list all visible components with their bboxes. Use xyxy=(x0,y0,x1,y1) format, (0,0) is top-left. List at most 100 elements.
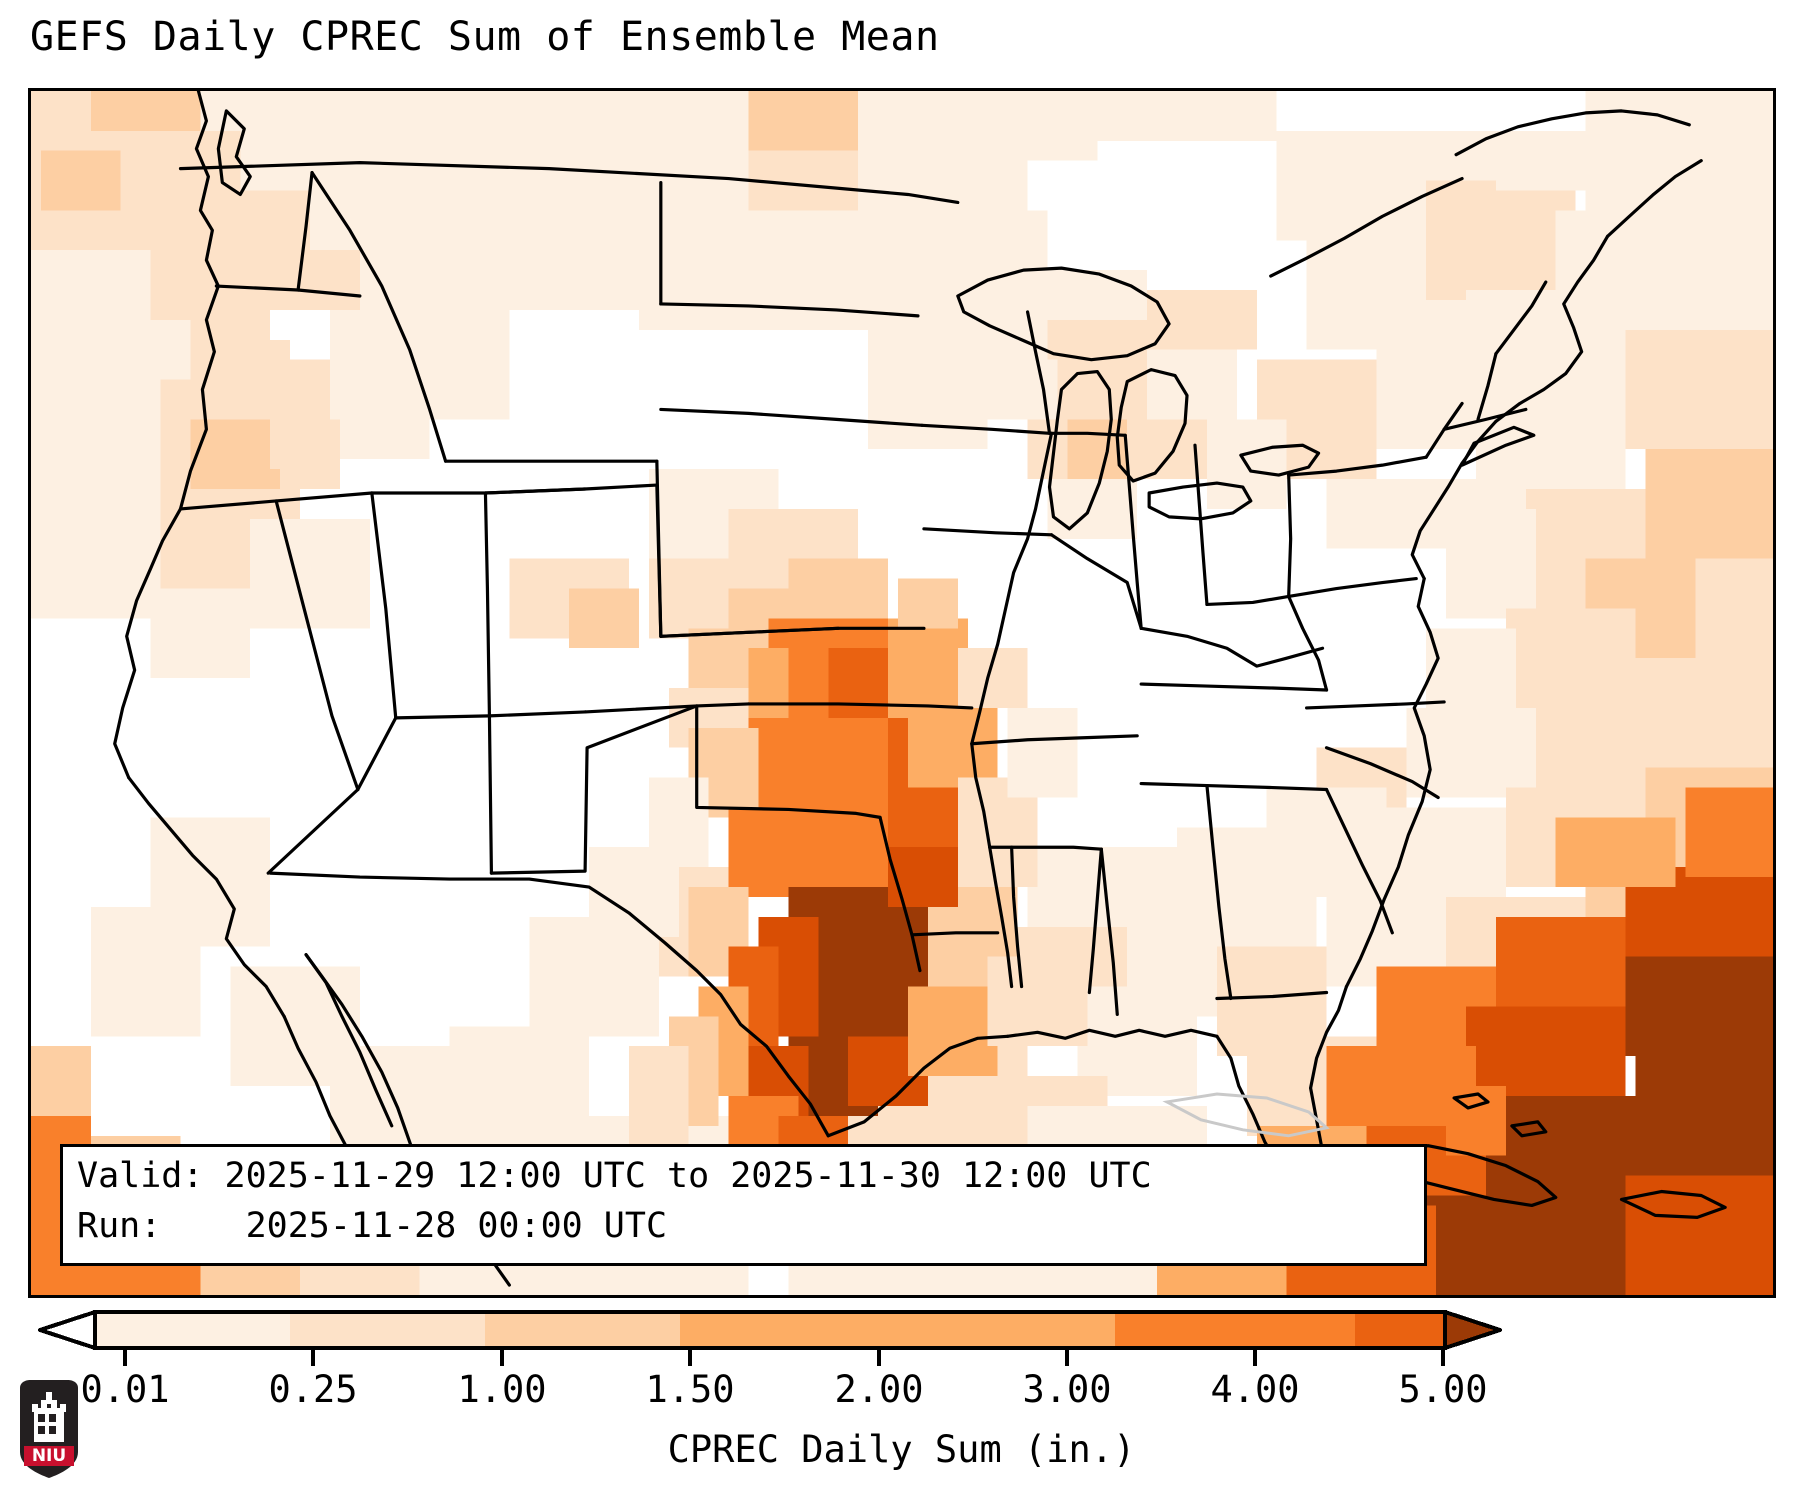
state-border-wv-va xyxy=(1287,594,1329,692)
colorbar-tick-5: 3.00 xyxy=(1022,1368,1112,1411)
island-vancouver xyxy=(216,109,252,197)
atlantic-heavy-band xyxy=(1157,787,1773,1295)
state-border-ia-mo xyxy=(922,527,1054,537)
gulf-of-california xyxy=(304,953,394,1128)
state-border-oh-pa-wv xyxy=(1205,594,1291,607)
state-border-sd-ne xyxy=(659,407,924,427)
lake-superior xyxy=(956,266,1171,362)
colorbar-bands xyxy=(95,1312,1445,1348)
map-panel: Valid: 2025-11-29 12:00 UTC to 2025-11-3… xyxy=(28,88,1776,1298)
state-border-ca-az xyxy=(266,787,360,875)
state-border-in-ky xyxy=(1139,626,1325,668)
state-border-ga-fl xyxy=(1215,990,1329,1001)
colorbar-axis-label: CPREC Daily Sum (in.) xyxy=(667,1428,1136,1471)
coast-maritimes xyxy=(1605,159,1703,238)
colorbar-svg xyxy=(38,1310,1502,1366)
colorbar-outline xyxy=(93,1310,1447,1350)
island-hispaniola xyxy=(1619,1189,1727,1219)
state-border-va-nc xyxy=(1305,700,1446,710)
state-border-wy-co xyxy=(483,483,659,495)
niu-banner xyxy=(24,1446,74,1466)
state-border-ms-al xyxy=(1099,847,1119,1016)
coast-mid-atlantic xyxy=(1410,419,1498,581)
state-border-tx-ok-east xyxy=(878,815,922,973)
coast-quebec xyxy=(1454,109,1691,157)
colorbar-ticks xyxy=(123,1348,1445,1366)
coast-southeast-atlantic xyxy=(1344,576,1440,989)
colorbar xyxy=(0,1306,1803,1366)
state-border-ks-ok xyxy=(746,702,974,710)
state-border-tx-la xyxy=(910,931,1000,937)
page-title: GEFS Daily CPREC Sum of Ensemble Mean xyxy=(30,14,940,60)
state-border-in-oh xyxy=(1193,443,1209,607)
state-border-il-mo-ky xyxy=(1049,533,1143,630)
state-border-ar-ms-vert xyxy=(1010,845,1024,989)
state-border-ca-nv xyxy=(274,499,360,792)
state-border-nc-sc xyxy=(1324,746,1440,800)
coast-washington-oregon xyxy=(113,284,220,780)
coast-texas-gulf xyxy=(826,1034,1010,1138)
colorbar-tick-labels: 0.01 0.25 1.00 1.50 2.00 3.00 4.00 5.00 xyxy=(0,1368,1803,1418)
colorbar-extend-right xyxy=(1443,1310,1502,1350)
state-border-oh-pa-vert xyxy=(1287,473,1293,599)
state-border-id-mt xyxy=(310,171,448,463)
state-border-nv-az xyxy=(356,716,398,792)
colorbar-tick-6: 4.00 xyxy=(1210,1368,1300,1411)
state-border-il-in xyxy=(1123,433,1143,630)
colorbar-tick-3: 1.50 xyxy=(645,1368,735,1411)
lake-ontario xyxy=(1239,443,1321,477)
coast-new-england xyxy=(1494,234,1610,423)
coast-pacific-northwest xyxy=(194,91,220,288)
border-us-mexico xyxy=(268,871,830,1138)
lake-erie xyxy=(1147,481,1253,521)
island-bahamas-1 xyxy=(1452,1092,1490,1110)
state-border-ok-tx-north xyxy=(695,704,882,819)
state-border-nd-sd xyxy=(659,302,920,318)
coast-gulf-louisiana xyxy=(1006,1028,1219,1040)
state-border-pa-md xyxy=(1287,576,1418,599)
state-border-ga-sc xyxy=(1324,787,1394,935)
colorbar-extend-left xyxy=(38,1310,97,1350)
coast-california xyxy=(127,775,286,1018)
colorbar-tick-4: 2.00 xyxy=(834,1368,924,1411)
run-time-line: Run: 2025-11-28 00:00 UTC xyxy=(77,1206,668,1246)
colorbar-tick-7: 5.00 xyxy=(1398,1368,1488,1411)
river-st-lawrence xyxy=(1269,176,1464,278)
island-long-island xyxy=(1460,425,1536,467)
island-cuba-faint xyxy=(1162,1092,1330,1138)
state-border-ut-co xyxy=(483,491,492,718)
state-border-az-nm xyxy=(487,714,494,875)
colorbar-tick-1: 0.25 xyxy=(268,1368,358,1411)
state-border-ky-tn xyxy=(1139,682,1329,692)
state-border-vt-nh xyxy=(1476,352,1498,421)
state-border-nv-ut-az xyxy=(370,491,398,720)
colorbar-tick-2: 1.00 xyxy=(457,1368,547,1411)
lake-huron xyxy=(1115,368,1189,483)
state-border-ne-ks xyxy=(659,626,926,638)
state-border-tn-ms-al-ga xyxy=(1139,781,1329,792)
map-svg xyxy=(31,91,1773,1295)
lake-michigan xyxy=(1047,370,1113,531)
info-box: Valid: 2025-11-29 12:00 UTC to 2025-11-3… xyxy=(60,1144,1427,1266)
state-border-al-ga xyxy=(1205,783,1233,1001)
state-border-mn-wi xyxy=(1025,310,1052,435)
state-border-pa-ny xyxy=(1287,455,1428,477)
niu-castle-icon xyxy=(32,1392,66,1442)
valid-time-line: Valid: 2025-11-29 12:00 UTC to 2025-11-3… xyxy=(77,1156,1152,1196)
state-border-mn-ia xyxy=(920,423,1052,435)
colorbar-tick-0: 0.01 xyxy=(80,1368,170,1411)
state-border-wi-il xyxy=(1047,431,1127,437)
niu-logo: NIU xyxy=(20,1380,78,1478)
niu-castle-windows xyxy=(38,1414,56,1434)
state-border-mo-ar xyxy=(970,734,1139,746)
border-us-canada xyxy=(178,161,960,205)
island-bahamas-2 xyxy=(1510,1120,1548,1138)
niu-banner-text: NIU xyxy=(32,1446,66,1466)
state-border-la-ms-vert xyxy=(1087,847,1103,995)
river-mississippi xyxy=(970,431,1054,989)
state-border-nm-tx xyxy=(489,704,699,875)
state-border-id-wa-or xyxy=(296,171,314,292)
state-border-ma-ct-ri xyxy=(1442,407,1528,431)
state-border-me-nh xyxy=(1494,280,1548,356)
